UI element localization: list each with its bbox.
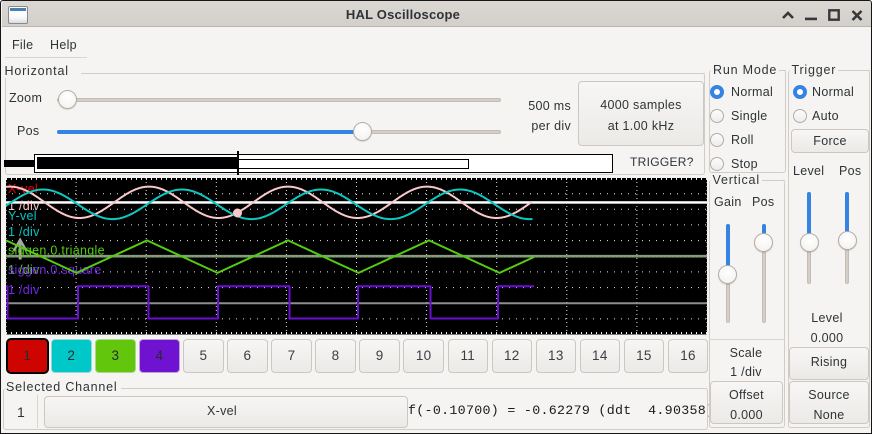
svg-text:1 /div: 1 /div <box>8 283 40 297</box>
svg-text:Y-vel: Y-vel <box>8 209 37 223</box>
svg-text:1 /div: 1 /div <box>8 263 40 277</box>
svg-text:1 /div: 1 /div <box>8 199 40 213</box>
svg-text:siggen.0.triangle: siggen.0.triangle <box>8 244 105 258</box>
svg-text:1 /div: 1 /div <box>8 225 40 239</box>
svg-text:siggen.0.square: siggen.0.square <box>8 263 101 277</box>
